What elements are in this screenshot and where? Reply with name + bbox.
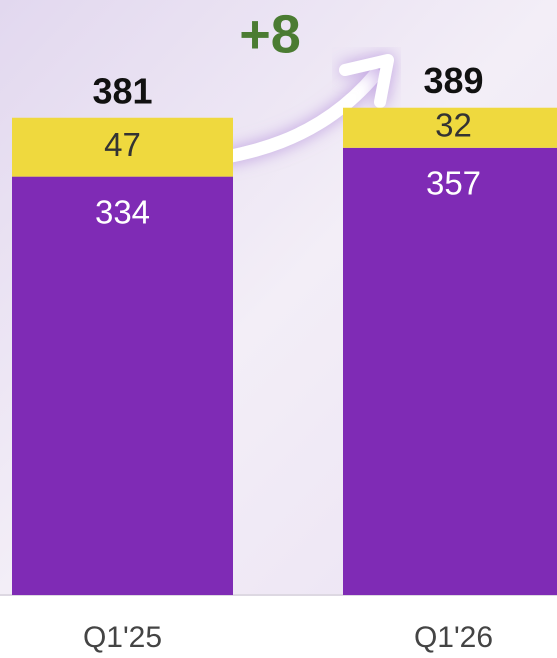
total-label: 389 bbox=[423, 60, 483, 101]
segment-label: 47 bbox=[104, 126, 141, 163]
segment-label: 32 bbox=[435, 106, 472, 143]
bar-segment bbox=[343, 147, 557, 595]
total-label: 381 bbox=[92, 70, 152, 111]
marks: 334 47 381 Q1'25 357 32 389 Q1'26 bbox=[12, 60, 557, 654]
bar-segment bbox=[12, 117, 233, 177]
x-tick-label: Q1'26 bbox=[414, 621, 493, 654]
bar-segment bbox=[12, 176, 233, 596]
segment-label: 357 bbox=[426, 165, 481, 202]
footer-background bbox=[0, 595, 557, 658]
segment-label: 334 bbox=[95, 193, 150, 230]
arrow-head bbox=[339, 54, 394, 108]
x-tick-label: Q1'25 bbox=[83, 621, 162, 654]
bar-segment bbox=[343, 107, 557, 148]
change-annotation: +8 bbox=[239, 4, 301, 64]
